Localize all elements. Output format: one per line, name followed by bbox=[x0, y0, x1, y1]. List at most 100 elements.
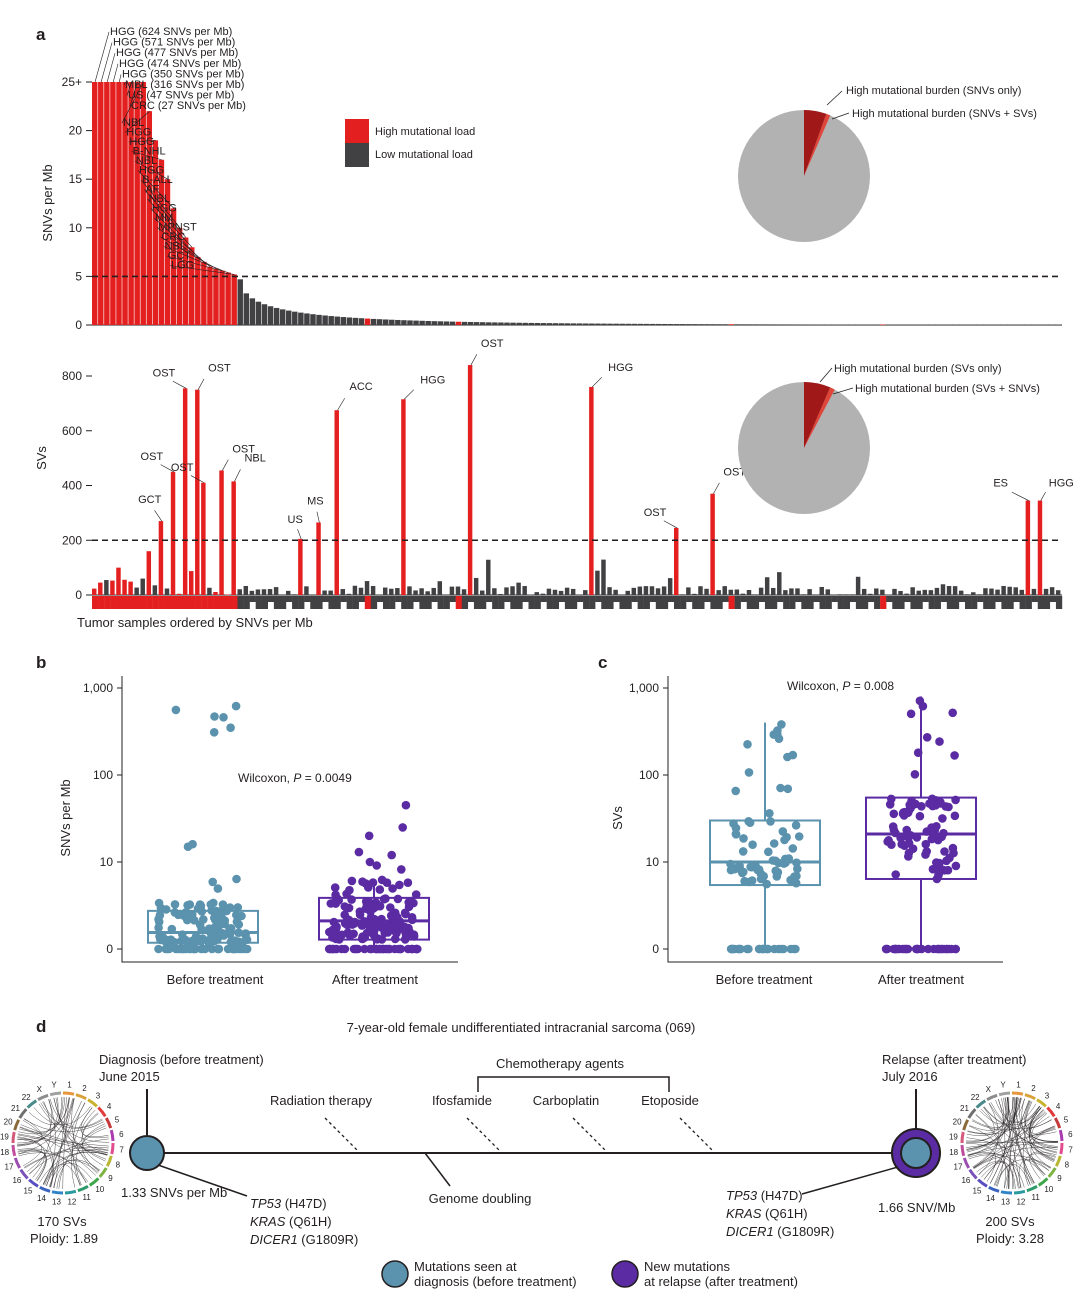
sv-link bbox=[973, 1097, 1010, 1169]
snv-bar bbox=[813, 324, 819, 325]
sv-bar bbox=[777, 572, 782, 595]
sv-bar bbox=[128, 581, 133, 595]
b-point bbox=[374, 944, 384, 954]
c-point bbox=[950, 751, 959, 760]
sample-strip-cell bbox=[868, 596, 875, 602]
sv-pie-both-slice bbox=[804, 387, 835, 448]
sv-bar bbox=[928, 590, 934, 595]
sv-bar bbox=[201, 482, 206, 595]
chromosome-arc bbox=[960, 1131, 965, 1144]
b-outlier bbox=[398, 823, 408, 832]
snv-bar bbox=[649, 323, 656, 325]
sv-bar-label: OST bbox=[723, 467, 746, 479]
sv-bar bbox=[334, 410, 339, 595]
c-point bbox=[774, 734, 784, 743]
snv-bar bbox=[758, 324, 765, 325]
snv-bar-label: HGG bbox=[126, 127, 151, 139]
snv-bar bbox=[637, 323, 644, 325]
sample-strip-cell bbox=[958, 596, 966, 602]
snv-y-axis-label: SNVs per Mb bbox=[40, 164, 55, 241]
sv-bar bbox=[807, 589, 812, 595]
diagnosis-date: June 2015 bbox=[99, 1069, 160, 1084]
b-outlier bbox=[171, 705, 181, 715]
snv-bar bbox=[158, 159, 165, 325]
chromosome-arc bbox=[975, 1099, 987, 1109]
snv-bar bbox=[716, 324, 722, 325]
c-point bbox=[788, 844, 798, 853]
sv-bar bbox=[255, 589, 261, 595]
sample-strip-cell bbox=[771, 596, 778, 609]
snv-bar bbox=[128, 82, 134, 325]
snv-bar bbox=[486, 322, 492, 325]
c-point bbox=[744, 944, 753, 954]
d-title: 7-year-old female undifferentiated intra… bbox=[347, 1020, 696, 1035]
sv-bar bbox=[940, 584, 946, 595]
snv-bar bbox=[328, 316, 334, 325]
sample-strip-cell bbox=[552, 596, 560, 609]
c-point bbox=[727, 944, 737, 954]
c-point bbox=[791, 821, 801, 830]
c-point bbox=[940, 847, 949, 856]
chromosome-arc bbox=[1013, 1189, 1026, 1195]
sv-link bbox=[18, 1152, 89, 1182]
genome-doubling-label: Genome doubling bbox=[429, 1191, 532, 1206]
snv-bar bbox=[801, 324, 807, 325]
chromosome-label: 18 bbox=[949, 1148, 958, 1157]
b-point bbox=[330, 883, 340, 892]
sv-bar bbox=[1013, 587, 1018, 595]
b-point bbox=[183, 915, 192, 925]
c-point bbox=[739, 834, 748, 843]
sample-strip-cell bbox=[98, 596, 105, 609]
agent-carboplatin: Carboplatin bbox=[533, 1093, 600, 1108]
snv-bar bbox=[631, 323, 638, 325]
snv-bar bbox=[152, 140, 159, 325]
snv-bar bbox=[777, 324, 783, 325]
sample-strip-cell bbox=[716, 596, 723, 609]
sv-link bbox=[16, 1096, 62, 1145]
snv-bar bbox=[746, 324, 753, 325]
chromosome-label: 12 bbox=[67, 1197, 76, 1206]
c-point bbox=[942, 944, 951, 954]
sv-bar bbox=[667, 578, 673, 595]
sv-bar bbox=[498, 593, 503, 595]
sv-link bbox=[965, 1143, 997, 1182]
sv-link bbox=[42, 1100, 82, 1185]
sv-bar bbox=[995, 589, 1000, 595]
b-outlier bbox=[226, 723, 235, 732]
sv-link bbox=[33, 1106, 91, 1125]
sv-bar bbox=[1043, 588, 1049, 595]
sample-strip-cell bbox=[1049, 596, 1057, 602]
sv-bar bbox=[146, 551, 152, 595]
c-point bbox=[951, 861, 961, 871]
snv-bar bbox=[213, 268, 219, 325]
sv-bar bbox=[752, 594, 758, 595]
chromosome-label: 6 bbox=[119, 1130, 124, 1139]
b-point bbox=[167, 937, 177, 946]
sv-bar bbox=[558, 590, 564, 595]
sv-link bbox=[42, 1101, 110, 1143]
sample-strip-cell bbox=[971, 596, 978, 609]
chromosome-arc bbox=[986, 1093, 998, 1102]
sv-link bbox=[24, 1149, 108, 1169]
chromosome-arc bbox=[37, 1093, 49, 1102]
sv-link bbox=[966, 1098, 1025, 1150]
c-point bbox=[922, 733, 932, 742]
panel-d-letter: d bbox=[36, 1017, 46, 1036]
sv-bar bbox=[449, 586, 455, 595]
b-outlier bbox=[209, 728, 219, 737]
chromosome-arc bbox=[11, 1131, 16, 1144]
sample-strip-cell bbox=[934, 596, 941, 609]
sv-bar bbox=[910, 587, 915, 595]
b-outlier bbox=[397, 865, 406, 874]
sv-bar bbox=[425, 591, 430, 595]
sv-bar bbox=[795, 588, 800, 595]
sv-bar bbox=[916, 590, 921, 595]
sv-bar bbox=[680, 594, 685, 595]
snv-bar bbox=[577, 323, 583, 325]
snv-bar-label: HGG (477 SNVs per Mb) bbox=[116, 47, 238, 59]
b-outlier bbox=[387, 850, 397, 860]
c-point bbox=[748, 840, 757, 849]
chromosome-arc bbox=[87, 1098, 98, 1108]
c-point bbox=[754, 944, 764, 954]
snv-bar bbox=[789, 324, 795, 325]
